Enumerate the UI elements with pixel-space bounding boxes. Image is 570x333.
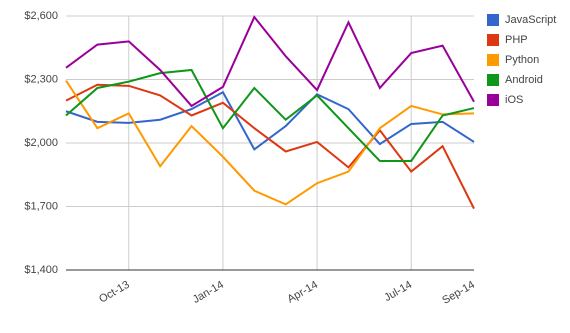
series-line xyxy=(65,15,475,108)
x-tick-label: Oct-13 xyxy=(97,279,132,306)
legend-label: Android xyxy=(505,74,543,86)
series-line xyxy=(65,68,475,162)
series-line xyxy=(65,80,475,206)
legend-label: PHP xyxy=(505,34,528,46)
legend-swatch xyxy=(487,14,499,26)
y-tick-label: $2,000 xyxy=(24,137,58,149)
x-tick-label: Apr-14 xyxy=(285,279,320,306)
x-tick-label: Jul-14 xyxy=(382,279,414,304)
y-tick-label: $1,700 xyxy=(24,200,58,212)
y-tick-label: $2,300 xyxy=(24,73,58,85)
legend-swatch xyxy=(487,74,499,86)
legend-label: JavaScript xyxy=(505,14,556,26)
y-tick-label: $2,600 xyxy=(24,10,58,22)
series-line xyxy=(65,83,475,210)
x-tick-label: Jan-14 xyxy=(191,279,226,306)
legend-swatch xyxy=(487,94,499,106)
legend-label: iOS xyxy=(505,94,523,106)
legend-swatch xyxy=(487,54,499,66)
x-tick-label: Sep-14 xyxy=(440,279,477,307)
y-tick-label: $1,400 xyxy=(24,264,58,276)
legend-swatch xyxy=(487,34,499,46)
legend-label: Python xyxy=(505,54,539,66)
